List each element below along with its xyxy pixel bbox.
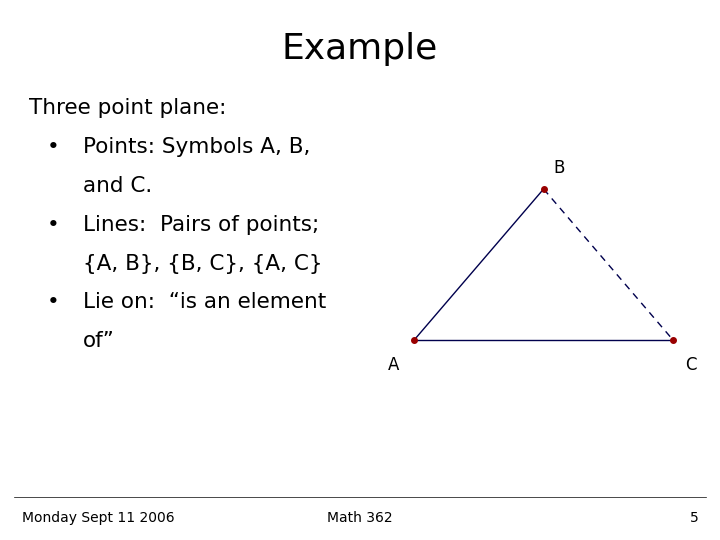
Text: and C.: and C. xyxy=(83,176,152,196)
Text: of”: of” xyxy=(83,331,114,352)
Text: 5: 5 xyxy=(690,511,698,525)
Text: B: B xyxy=(554,159,565,178)
Text: •: • xyxy=(47,292,60,313)
Text: Points: Symbols A, B,: Points: Symbols A, B, xyxy=(83,137,310,157)
Text: Math 362: Math 362 xyxy=(327,511,393,525)
Text: Example: Example xyxy=(282,32,438,65)
Text: Lie on:  “is an element: Lie on: “is an element xyxy=(83,292,326,313)
Text: Monday Sept 11 2006: Monday Sept 11 2006 xyxy=(22,511,174,525)
Text: A: A xyxy=(388,355,400,374)
Text: C: C xyxy=(685,355,697,374)
Text: Three point plane:: Three point plane: xyxy=(29,98,226,118)
Text: •: • xyxy=(47,214,60,235)
Text: {A, B}, {B, C}, {A, C}: {A, B}, {B, C}, {A, C} xyxy=(83,253,323,274)
Text: Lines:  Pairs of points;: Lines: Pairs of points; xyxy=(83,214,319,235)
Text: •: • xyxy=(47,137,60,157)
